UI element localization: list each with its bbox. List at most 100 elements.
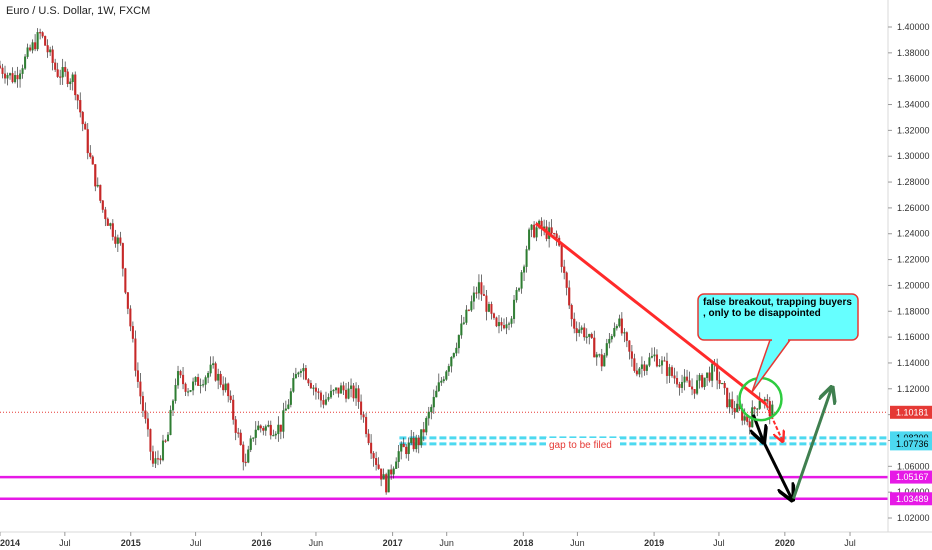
candle (450, 356, 453, 373)
candle (691, 378, 694, 396)
candle (623, 328, 626, 343)
candle (344, 382, 348, 403)
candle (435, 385, 438, 398)
candle (507, 321, 511, 331)
time-tick-label: 2018 (513, 538, 533, 548)
candle (400, 441, 403, 460)
candle (229, 390, 232, 403)
time-tick-label: Jul (844, 538, 856, 548)
current-price-badge-label: 1.10181 (896, 407, 929, 417)
candle (272, 429, 275, 437)
candle (588, 333, 591, 345)
candle (382, 468, 385, 480)
candle (56, 62, 59, 78)
candle (430, 404, 433, 420)
candle (615, 324, 618, 331)
candle (618, 314, 621, 328)
candle (329, 384, 333, 400)
candle (590, 332, 593, 339)
callout-tail-cover (772, 337, 788, 341)
candle (96, 177, 99, 188)
candle (26, 43, 29, 59)
candle (625, 331, 628, 348)
candle (61, 58, 64, 85)
candle (417, 435, 420, 454)
candle (274, 431, 277, 440)
candle (465, 305, 468, 325)
candle (467, 309, 470, 312)
candle (673, 367, 676, 384)
candle (337, 387, 340, 398)
candle (693, 389, 696, 399)
candle (342, 381, 345, 396)
candle (447, 363, 450, 376)
candle (101, 200, 104, 213)
candle (264, 424, 267, 436)
candle (247, 445, 250, 464)
candle (733, 400, 736, 419)
candle (34, 34, 37, 52)
candle (156, 450, 160, 466)
candle (51, 45, 54, 71)
candle (410, 429, 413, 445)
candle (46, 39, 49, 58)
candle (212, 356, 215, 369)
candle (232, 394, 235, 425)
price-tick-label: 1.40000 (897, 22, 930, 32)
candle (495, 316, 498, 328)
candle (460, 315, 463, 339)
price-tick-label: 1.26000 (897, 203, 930, 213)
candle (698, 373, 701, 389)
candle (605, 338, 608, 358)
annotation-callout: false breakout, trapping buyers , only t… (697, 293, 859, 393)
candle (585, 328, 588, 344)
candle (701, 373, 704, 389)
candle (154, 451, 157, 469)
candle (146, 412, 149, 437)
candle (19, 69, 22, 88)
candle (395, 457, 398, 469)
time-tick-label: 2015 (121, 538, 141, 548)
candle (59, 69, 62, 85)
candle (8, 72, 12, 80)
candle (397, 445, 400, 469)
candle (259, 424, 262, 433)
candle (497, 315, 501, 334)
candle (297, 371, 300, 378)
candle (332, 389, 335, 396)
candle (202, 379, 205, 388)
candle (380, 468, 383, 487)
candle (257, 420, 260, 431)
candle (252, 437, 255, 442)
candle (517, 287, 521, 292)
candle (262, 425, 265, 436)
candle (267, 420, 270, 428)
time-tick-label: Jun (439, 538, 454, 548)
candle (309, 380, 312, 389)
candle (385, 472, 388, 495)
candle (74, 71, 77, 101)
support-level-badge-label: 1.03489 (896, 494, 929, 504)
candle (726, 387, 729, 409)
candle (91, 155, 94, 165)
candle (650, 347, 653, 359)
projection-arrow (761, 439, 792, 498)
candle (412, 431, 415, 452)
candle (723, 380, 726, 395)
candle (64, 61, 67, 77)
candle (678, 381, 681, 396)
candle (131, 321, 134, 343)
candle (457, 334, 460, 354)
candle (347, 381, 350, 400)
candle (390, 464, 393, 480)
candle (575, 321, 578, 342)
time-tick-label: 2020 (775, 538, 795, 548)
candle (598, 353, 601, 358)
candle (171, 399, 175, 417)
time-tick-label: Jul (190, 538, 202, 548)
candle (282, 402, 285, 439)
candle (6, 72, 9, 86)
